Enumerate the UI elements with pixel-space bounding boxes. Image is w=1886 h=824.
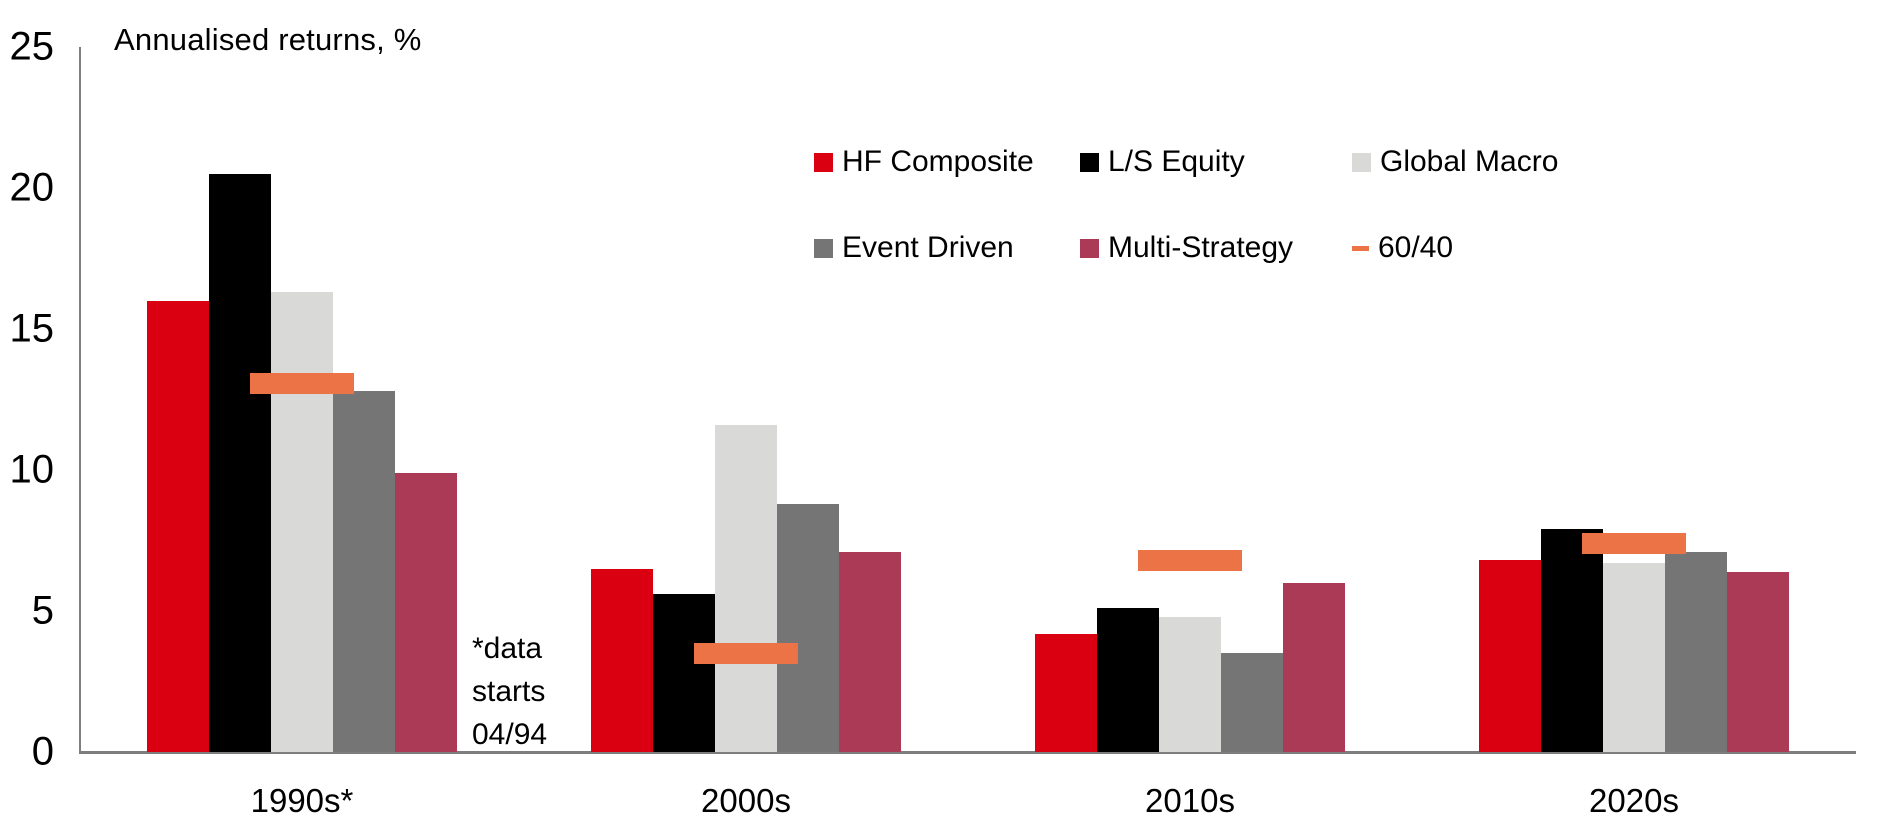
marker-60-40-2020s	[1582, 533, 1686, 555]
marker-60-40-2000s	[694, 643, 798, 665]
legend-label-event-driven: Event Driven	[842, 231, 1014, 264]
footnote-line: 04/94	[472, 718, 548, 751]
bar-multi-strategy-1990s	[395, 472, 457, 752]
legend-swatch-global-macro-icon	[1352, 152, 1371, 172]
data-start-footnote: *data starts 04/94	[472, 627, 547, 756]
bar-hf-composite-2020s	[1479, 560, 1541, 752]
bar-event-driven-2020s	[1665, 551, 1727, 752]
legend-item-hf-composite: HF Composite	[814, 145, 1034, 179]
legend-swatch-ls-equity-icon	[1080, 152, 1099, 172]
bar-event-driven-2000s	[777, 503, 839, 752]
bar-l-s-equity-2020s	[1541, 529, 1603, 752]
y-tick-label-15: 15	[9, 306, 55, 351]
legend-item-60-40: 60/40	[1352, 231, 1453, 265]
y-tick-label-20: 20	[9, 165, 55, 210]
legend-item-global-macro: Global Macro	[1352, 145, 1558, 179]
legend-label-hf-composite: HF Composite	[842, 145, 1034, 178]
legend-item-event-driven: Event Driven	[814, 231, 1014, 265]
legend-label-60-40: 60/40	[1378, 231, 1454, 264]
bar-multi-strategy-2000s	[839, 551, 901, 752]
legend-swatch-multi-strategy-icon	[1080, 238, 1099, 258]
legend-label-multi-strategy: Multi-Strategy	[1108, 231, 1294, 264]
bar-global-macro-2020s	[1603, 563, 1665, 752]
x-tick-label-1990s: 1990s*	[250, 782, 354, 819]
bar-hf-composite-2000s	[591, 568, 653, 752]
legend-swatch-event-driven-icon	[814, 238, 833, 258]
legend-item-multi-strategy: Multi-Strategy	[1080, 231, 1293, 265]
x-tick-label-2010s: 2010s	[1145, 782, 1235, 819]
bar-multi-strategy-2020s	[1727, 571, 1789, 752]
footnote-line: *data	[472, 632, 543, 665]
footnote-line: starts	[472, 675, 546, 708]
legend-swatch-hf-composite-icon	[814, 152, 833, 172]
legend-label-global-macro: Global Macro	[1380, 145, 1559, 178]
bar-global-macro-1990s	[271, 292, 333, 752]
legend-dash-60-40-icon	[1352, 245, 1369, 251]
bar-event-driven-2010s	[1221, 653, 1283, 752]
bar-hf-composite-1990s	[147, 300, 209, 752]
bar-hf-composite-2010s	[1035, 633, 1097, 752]
y-tick-label-10: 10	[9, 447, 55, 492]
y-tick-label-25: 25	[9, 24, 55, 69]
marker-60-40-1990s	[250, 372, 354, 394]
y-tick-label-0: 0	[31, 729, 54, 774]
y-tick-label-5: 5	[31, 588, 54, 633]
bar-multi-strategy-2010s	[1283, 582, 1345, 752]
y-axis-line	[79, 47, 81, 753]
bar-l-s-equity-2010s	[1097, 608, 1159, 752]
bar-event-driven-1990s	[333, 391, 395, 752]
bar-l-s-equity-2000s	[653, 594, 715, 752]
bar-global-macro-2000s	[715, 424, 777, 752]
legend-label-ls-equity: L/S Equity	[1108, 145, 1245, 178]
x-tick-label-2000s: 2000s	[701, 782, 791, 819]
bar-global-macro-2010s	[1159, 616, 1221, 752]
x-tick-label-2020s: 2020s	[1589, 782, 1679, 819]
chart-title: Annualised returns, %	[114, 22, 422, 57]
legend-item-ls-equity: L/S Equity	[1080, 145, 1245, 179]
bar-l-s-equity-1990s	[209, 173, 271, 752]
marker-60-40-2010s	[1138, 550, 1242, 572]
x-axis-line	[79, 751, 1856, 754]
